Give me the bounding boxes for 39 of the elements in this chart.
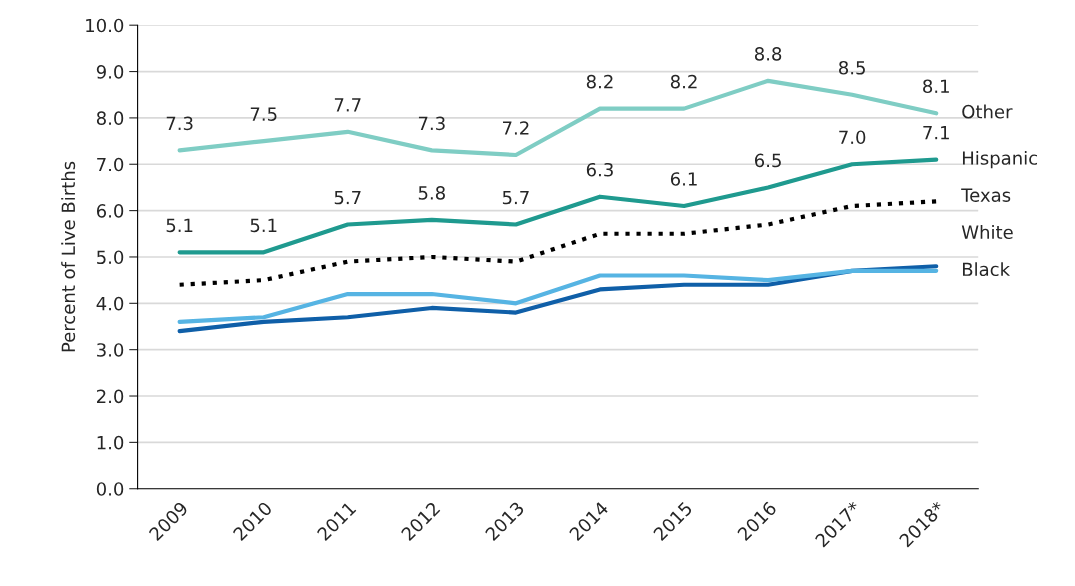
data-label: 7.5 xyxy=(250,107,277,121)
data-label: 7.7 xyxy=(334,98,361,112)
data-label: 7.2 xyxy=(503,121,529,135)
y-tick-label: 10.0 xyxy=(86,18,124,33)
data-label: 7.0 xyxy=(839,130,866,145)
data-label: 8.2 xyxy=(670,74,697,89)
data-label: 8.5 xyxy=(839,60,865,75)
data-label: 5.7 xyxy=(334,190,361,205)
y-axis-title: Percent of Live Births xyxy=(61,161,76,352)
data-label: 5.7 xyxy=(502,190,529,205)
series-label: Texas xyxy=(961,188,1011,202)
data-label: 5.1 xyxy=(250,218,277,233)
data-label: 8.8 xyxy=(754,47,782,61)
data-label: 6.5 xyxy=(754,153,781,168)
y-tick-label: 2.0 xyxy=(97,389,124,404)
series-label: Black xyxy=(962,262,1011,277)
y-tick-label: 4.0 xyxy=(96,296,124,311)
data-label: 8.2 xyxy=(586,74,613,89)
data-label: 7.1 xyxy=(923,126,949,140)
y-tick-label: 9.0 xyxy=(96,65,124,79)
line-series xyxy=(177,264,939,334)
series-label: Other xyxy=(962,104,1013,119)
data-label: 6.1 xyxy=(670,172,697,186)
y-tick-label: 5.0 xyxy=(97,250,124,265)
data-label: 5.8 xyxy=(418,186,445,200)
data-label: 5.1 xyxy=(166,218,193,233)
y-tick-label: 0.0 xyxy=(96,482,124,496)
series-label: Hispanic xyxy=(962,150,1038,169)
line-series xyxy=(177,268,939,324)
y-tick-label: 7.0 xyxy=(97,157,124,172)
text: White xyxy=(961,225,1013,240)
y-tick-label: 3.0 xyxy=(97,343,124,357)
data-label: 6.3 xyxy=(586,162,613,177)
data-label: 7.3 xyxy=(418,116,445,131)
y-tick-label: 8.0 xyxy=(96,111,124,126)
y-tick-label: 6.0 xyxy=(96,204,124,218)
data-label: 7.3 xyxy=(166,116,193,131)
data-label: 8.1 xyxy=(923,79,949,94)
y-tick-label: 1.0 xyxy=(97,435,124,450)
